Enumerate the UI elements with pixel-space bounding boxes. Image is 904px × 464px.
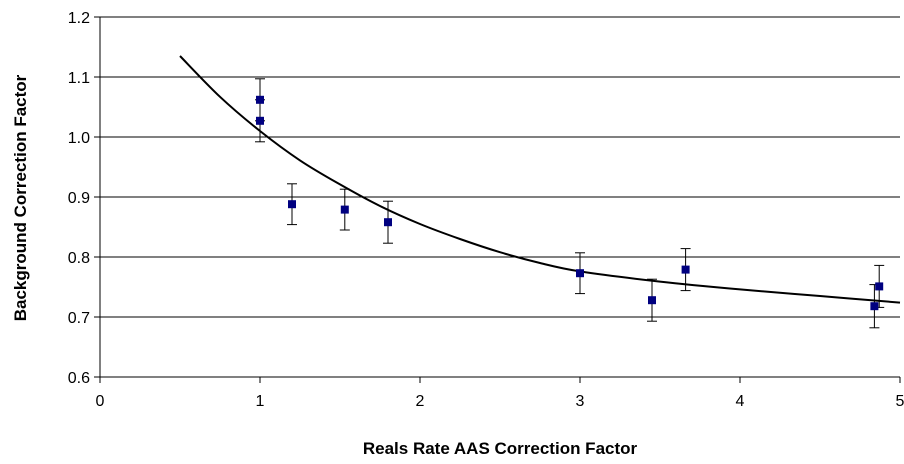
data-point: [256, 95, 264, 104]
data-point: [340, 205, 349, 214]
y-tick-label: 0.7: [68, 310, 90, 327]
data-point: [681, 265, 690, 274]
y-tick-label: 1.2: [68, 10, 90, 27]
data-point: [384, 218, 392, 227]
y-tick-label: 0.8: [68, 250, 90, 267]
y-tick-label: 0.6: [68, 370, 90, 387]
grid-lines: [100, 16, 900, 318]
x-axis-title: Reals Rate AAS Correction Factor: [363, 439, 638, 458]
data-point: [875, 282, 884, 291]
y-axis-title: Background Correction Factor: [11, 74, 30, 321]
data-point: [648, 296, 656, 305]
x-tick-label: 5: [896, 393, 904, 410]
y-tick-labels: 0.6 0.7 0.8 0.9 1.0 1.1 1.2: [68, 10, 90, 387]
x-tick-label: 0: [96, 393, 105, 410]
data-point: [256, 116, 264, 125]
error-bars: [255, 78, 885, 329]
data-points: [256, 95, 884, 311]
data-point: [870, 302, 879, 311]
data-point: [576, 269, 584, 278]
x-tick-labels: 0 1 2 3 4 5: [96, 393, 904, 410]
x-tick-label: 2: [416, 393, 425, 410]
x-tick-label: 4: [736, 393, 745, 410]
x-tick-label: 3: [576, 393, 585, 410]
data-point: [288, 200, 296, 209]
y-tick-label: 1.1: [68, 70, 90, 87]
y-tick-label: 1.0: [68, 130, 90, 147]
y-tick-label: 0.9: [68, 190, 90, 207]
axes: [94, 16, 901, 383]
fit-curve: [179, 55, 901, 304]
x-tick-label: 1: [256, 393, 265, 410]
